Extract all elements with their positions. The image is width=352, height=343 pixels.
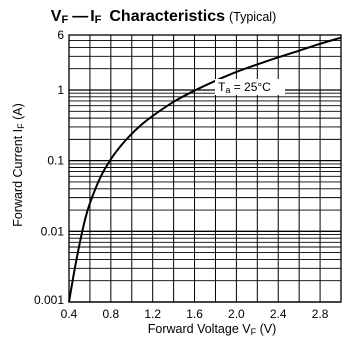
x-tick-label: 1.6 xyxy=(186,307,203,321)
x-tick-label: 2.8 xyxy=(312,307,329,321)
chart-title: VF — IF Characteristics xyxy=(51,8,225,26)
y-tick-labels: 0.001 0.01 0.1 1 6 xyxy=(34,28,64,307)
x-tick-label: 2.4 xyxy=(270,307,287,321)
x-tick-labels: 0.4 0.8 1.2 1.6 2.0 2.4 2.8 xyxy=(61,307,329,321)
x-tick-label: 0.8 xyxy=(103,307,120,321)
y-tick-label: 0.1 xyxy=(47,154,64,168)
x-tick-label: 2.0 xyxy=(228,307,245,321)
x-tick-label: 0.4 xyxy=(61,307,78,321)
temperature-annotation: Ta = 25°C xyxy=(218,80,271,95)
series-line xyxy=(68,36,342,303)
y-tick-label: 0.01 xyxy=(41,224,65,238)
y-tick-label: 0.001 xyxy=(34,293,64,307)
chart-subtitle: (Typical) xyxy=(229,10,276,24)
plot-frame xyxy=(68,34,342,303)
x-tick-label: 1.2 xyxy=(144,307,161,321)
y-tick-label: 1 xyxy=(57,83,64,97)
y-tick-label: 6 xyxy=(57,28,64,42)
chart-grid xyxy=(68,34,342,303)
y-axis-label: Forward Current IF (A) xyxy=(11,103,26,227)
x-axis-label: Forward Voltage VF (V) xyxy=(148,322,276,337)
annotation-background xyxy=(215,79,285,95)
